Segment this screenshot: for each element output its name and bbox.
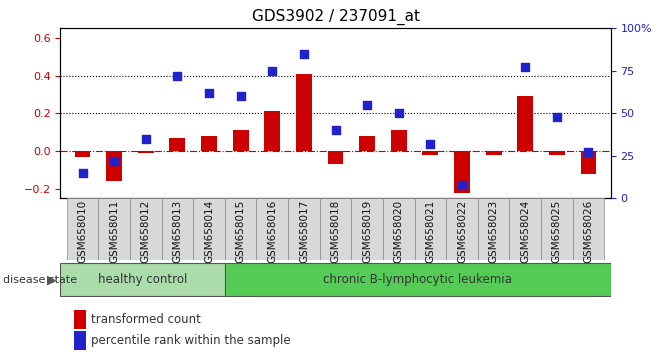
FancyBboxPatch shape — [383, 198, 415, 260]
Text: GSM658011: GSM658011 — [109, 200, 119, 263]
Text: chronic B-lymphocytic leukemia: chronic B-lymphocytic leukemia — [323, 273, 512, 286]
Text: GSM658018: GSM658018 — [331, 200, 340, 263]
FancyBboxPatch shape — [130, 198, 162, 260]
FancyBboxPatch shape — [352, 198, 383, 260]
Bar — [74, 151, 91, 157]
Text: GSM658019: GSM658019 — [362, 200, 372, 263]
FancyBboxPatch shape — [66, 198, 99, 260]
Bar — [391, 130, 407, 151]
Text: GSM658010: GSM658010 — [78, 200, 87, 263]
Bar — [264, 112, 280, 151]
FancyBboxPatch shape — [288, 198, 319, 260]
FancyBboxPatch shape — [446, 198, 478, 260]
Text: GSM658022: GSM658022 — [457, 200, 467, 263]
Text: GSM658024: GSM658024 — [520, 200, 530, 263]
Bar — [580, 151, 597, 174]
FancyBboxPatch shape — [60, 263, 225, 296]
FancyBboxPatch shape — [509, 198, 541, 260]
Point — [583, 149, 594, 155]
FancyBboxPatch shape — [99, 198, 130, 260]
FancyBboxPatch shape — [225, 198, 256, 260]
Point — [267, 68, 278, 74]
Text: GSM658023: GSM658023 — [488, 200, 499, 263]
FancyBboxPatch shape — [478, 198, 509, 260]
FancyBboxPatch shape — [162, 198, 193, 260]
Text: GSM658015: GSM658015 — [236, 200, 246, 263]
Bar — [201, 136, 217, 151]
Bar — [517, 96, 533, 151]
Text: healthy control: healthy control — [98, 273, 187, 286]
Point — [172, 73, 183, 79]
FancyBboxPatch shape — [193, 198, 225, 260]
FancyBboxPatch shape — [319, 198, 352, 260]
Point — [203, 90, 214, 96]
Point — [109, 158, 119, 164]
Bar — [327, 151, 344, 164]
Bar — [454, 151, 470, 193]
Point — [552, 114, 562, 120]
Point — [393, 110, 404, 116]
Bar — [486, 151, 501, 155]
Point — [236, 93, 246, 99]
Point — [330, 127, 341, 133]
Text: GSM658026: GSM658026 — [584, 200, 593, 263]
FancyBboxPatch shape — [415, 198, 446, 260]
Bar — [170, 138, 185, 151]
Text: disease state: disease state — [3, 275, 77, 285]
Text: GSM658025: GSM658025 — [552, 200, 562, 263]
Bar — [106, 151, 122, 181]
Text: ▶: ▶ — [48, 273, 57, 286]
Point — [362, 102, 372, 108]
Point — [425, 141, 435, 147]
FancyBboxPatch shape — [256, 198, 288, 260]
Bar — [549, 151, 565, 155]
Text: GSM658012: GSM658012 — [141, 200, 151, 263]
Text: GSM658016: GSM658016 — [267, 200, 277, 263]
Text: GSM658017: GSM658017 — [299, 200, 309, 263]
Bar — [423, 151, 438, 155]
Text: GSM658014: GSM658014 — [204, 200, 214, 263]
FancyBboxPatch shape — [572, 198, 605, 260]
Text: GSM658013: GSM658013 — [172, 200, 183, 263]
Point — [457, 182, 468, 188]
Point — [520, 64, 531, 70]
Text: transformed count: transformed count — [91, 313, 201, 326]
Text: GSM658020: GSM658020 — [394, 200, 404, 263]
Text: GDS3902 / 237091_at: GDS3902 / 237091_at — [252, 9, 419, 25]
Point — [140, 136, 151, 142]
FancyBboxPatch shape — [541, 198, 572, 260]
Bar — [296, 74, 312, 151]
Point — [299, 51, 309, 57]
Text: GSM658021: GSM658021 — [425, 200, 435, 263]
Bar — [359, 136, 375, 151]
Text: percentile rank within the sample: percentile rank within the sample — [91, 335, 291, 347]
Point — [77, 170, 88, 176]
Bar — [233, 130, 248, 151]
Bar — [138, 151, 154, 153]
FancyBboxPatch shape — [225, 263, 611, 296]
